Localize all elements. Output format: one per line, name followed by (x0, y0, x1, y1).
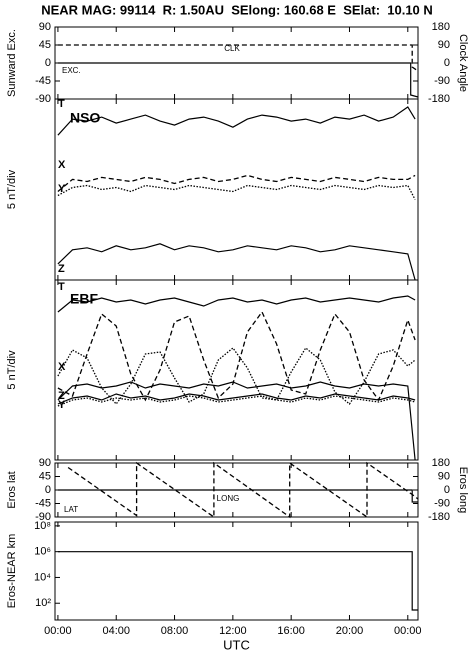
y-axis-label: 5 nT/div (6, 350, 18, 390)
frame-label: EBF (70, 291, 98, 307)
x-tick-label: 12:00 (219, 625, 247, 637)
plot-frame (54, 279, 419, 461)
series-label: LONG (217, 494, 240, 503)
y-tick-label: 45 (39, 39, 51, 51)
y2-tick-label: 90 (438, 39, 450, 51)
series-line (57, 395, 416, 407)
series-label: X (58, 159, 66, 171)
y2-axis-label: Eros long (457, 467, 469, 513)
series-line (57, 393, 416, 405)
series-line (57, 184, 416, 200)
series-label: CLK (224, 44, 240, 53)
series-line (57, 295, 416, 313)
y-tick-label: 10⁴ (34, 571, 51, 583)
y2-tick-label: -90 (434, 75, 450, 87)
series-label: EXC. (62, 66, 81, 75)
x-tick-label: 08:00 (161, 625, 189, 637)
y2-tick-label: -90 (434, 497, 450, 509)
y-tick-label: -45 (35, 497, 51, 509)
series-label: T (58, 281, 65, 293)
series-line (57, 44, 419, 72)
y-tick-label: 0 (45, 57, 51, 69)
series-label: Z (58, 263, 65, 275)
y-axis-label: Eros lat (6, 471, 18, 508)
plot-frame (54, 98, 419, 281)
series-line (57, 347, 416, 406)
y-axis-label: Eros-NEAR km (6, 534, 18, 609)
x-tick-label: 04:00 (102, 625, 130, 637)
y-tick-label: 10⁸ (34, 520, 51, 532)
series-line (57, 381, 416, 461)
chart-title: NEAR MAG: 99114 R: 1.50AU SElong: 160.68… (41, 2, 433, 17)
series-line (57, 243, 416, 281)
series-line (57, 551, 418, 611)
y-axis-label: Sunward Exc. (6, 29, 18, 97)
x-tick-label: 00:00 (394, 625, 422, 637)
y-tick-label: -90 (35, 93, 51, 105)
y2-axis-label: Clock Angle (457, 34, 469, 92)
series-line (57, 174, 416, 193)
y2-tick-label: 0 (444, 484, 450, 496)
series-line (67, 461, 419, 519)
y2-tick-label: -180 (428, 511, 450, 523)
y2-tick-label: 180 (432, 21, 450, 33)
x-axis-label: UTC (223, 637, 250, 652)
y2-tick-label: 0 (444, 57, 450, 69)
series-line (57, 106, 416, 136)
plot-frame (54, 521, 419, 621)
y-tick-label: 90 (39, 21, 51, 33)
x-tick-label: 16:00 (277, 625, 305, 637)
y-axis-label: 5 nT/div (6, 169, 18, 209)
series-label: T (58, 98, 65, 110)
y2-tick-label: 180 (432, 457, 450, 469)
y2-tick-label: 90 (438, 470, 450, 482)
y-tick-label: 45 (39, 470, 51, 482)
y2-tick-label: -180 (428, 93, 450, 105)
frame-label: NSO (70, 110, 100, 126)
y-tick-label: 90 (39, 457, 51, 469)
series-label: X (58, 361, 66, 373)
series-line (57, 310, 416, 402)
x-tick-label: 20:00 (336, 625, 364, 637)
series-line (57, 489, 418, 503)
series-line (57, 62, 419, 98)
x-tick-label: 00:00 (44, 625, 72, 637)
y-tick-label: 10⁶ (34, 546, 51, 558)
y-tick-label: 0 (45, 484, 51, 496)
y-tick-label: 10² (35, 597, 51, 609)
y-tick-label: -90 (35, 511, 51, 523)
y-tick-label: -45 (35, 75, 51, 87)
series-label: LAT (64, 505, 78, 514)
